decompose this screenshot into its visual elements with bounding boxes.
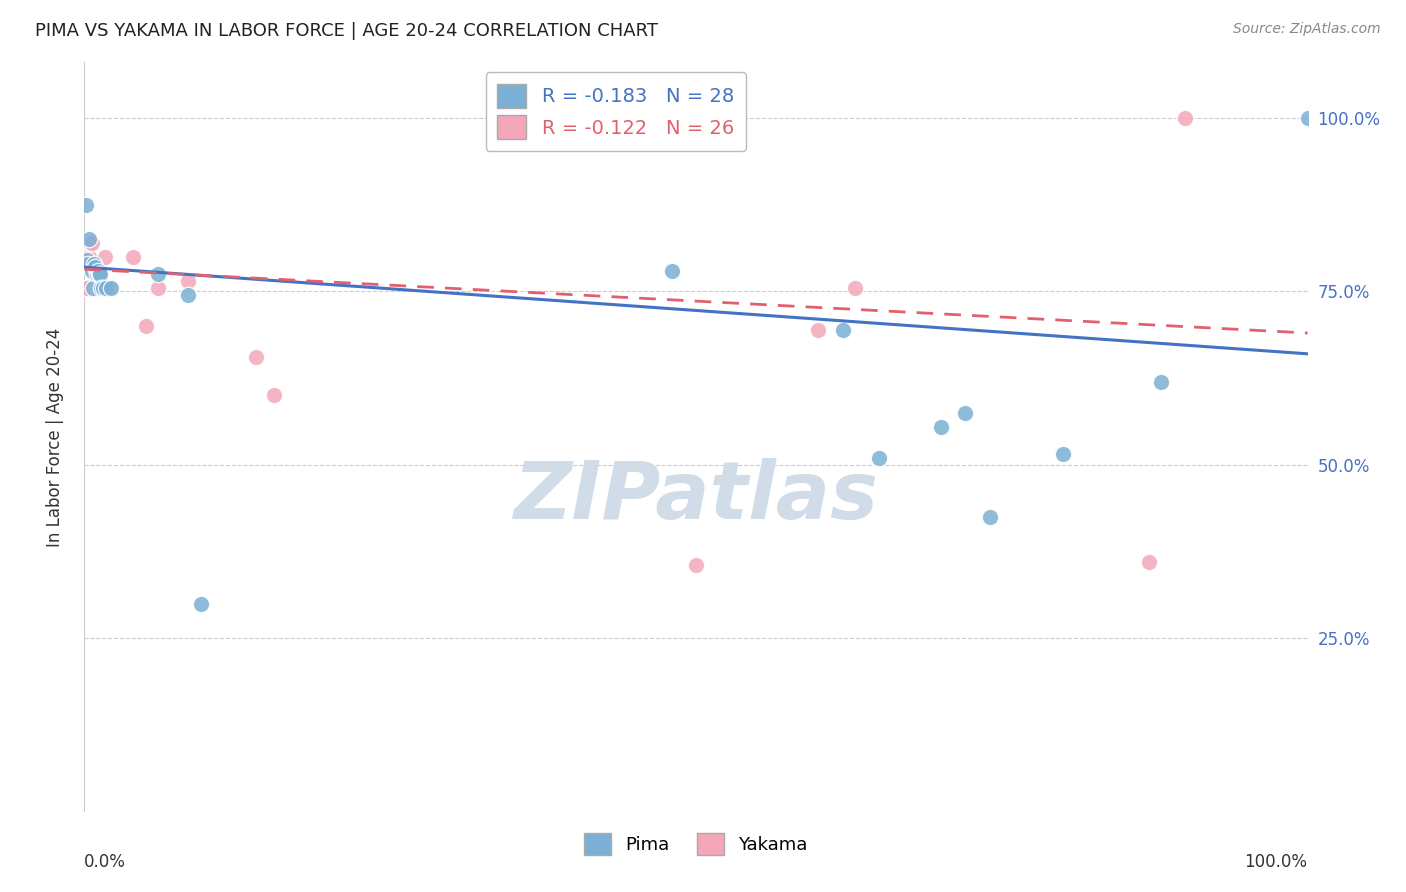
Text: 100.0%: 100.0% (1244, 853, 1308, 871)
Point (263, 388, 285, 402)
Point (79, 235, 101, 250)
Point (82, 260, 104, 274)
Point (76, 281, 98, 295)
Point (661, 263, 683, 277)
Point (94, 250, 117, 264)
Point (91, 281, 114, 295)
Point (86, 281, 108, 295)
Text: PIMA VS YAKAMA IN LABOR FORCE | AGE 20-24 CORRELATION CHART: PIMA VS YAKAMA IN LABOR FORCE | AGE 20-2… (35, 22, 658, 40)
Point (77, 257, 100, 271)
Point (80, 263, 103, 277)
Point (100, 281, 122, 295)
Point (87, 267, 110, 281)
Point (177, 288, 200, 302)
Point (86, 267, 108, 281)
Point (869, 450, 891, 465)
Point (87, 263, 110, 277)
Point (87, 281, 110, 295)
Point (97, 281, 120, 295)
Point (1052, 447, 1074, 461)
Point (146, 267, 169, 281)
Point (122, 250, 145, 264)
Point (75, 197, 97, 211)
Legend: Pima, Yakama: Pima, Yakama (576, 826, 815, 863)
Point (190, 597, 212, 611)
Point (77, 250, 100, 264)
Point (89, 267, 111, 281)
Point (146, 281, 169, 295)
Point (83, 281, 105, 295)
Point (84, 260, 107, 274)
Point (76, 253, 98, 268)
Point (979, 509, 1001, 524)
Point (87, 267, 110, 281)
Point (84, 267, 107, 281)
Point (929, 419, 952, 434)
Point (83, 257, 105, 271)
Point (177, 274, 200, 288)
Point (77, 232, 100, 246)
Point (90, 281, 112, 295)
Point (82, 281, 104, 295)
Point (135, 319, 157, 334)
Point (91, 281, 114, 295)
Point (245, 351, 267, 365)
Y-axis label: In Labor Force | Age 20-24: In Labor Force | Age 20-24 (45, 327, 63, 547)
Point (1296, 111, 1319, 125)
Point (953, 406, 976, 420)
Point (685, 558, 707, 573)
Point (75, 281, 97, 295)
Point (844, 281, 866, 295)
Point (1150, 375, 1173, 389)
Point (89, 281, 111, 295)
Point (807, 322, 830, 336)
Text: Source: ZipAtlas.com: Source: ZipAtlas.com (1233, 22, 1381, 37)
Point (1174, 111, 1197, 125)
Point (80, 235, 103, 250)
Point (831, 322, 853, 336)
Point (1137, 555, 1160, 569)
Point (96, 281, 118, 295)
Text: 0.0%: 0.0% (84, 853, 127, 871)
Text: ZIPatlas: ZIPatlas (513, 458, 879, 536)
